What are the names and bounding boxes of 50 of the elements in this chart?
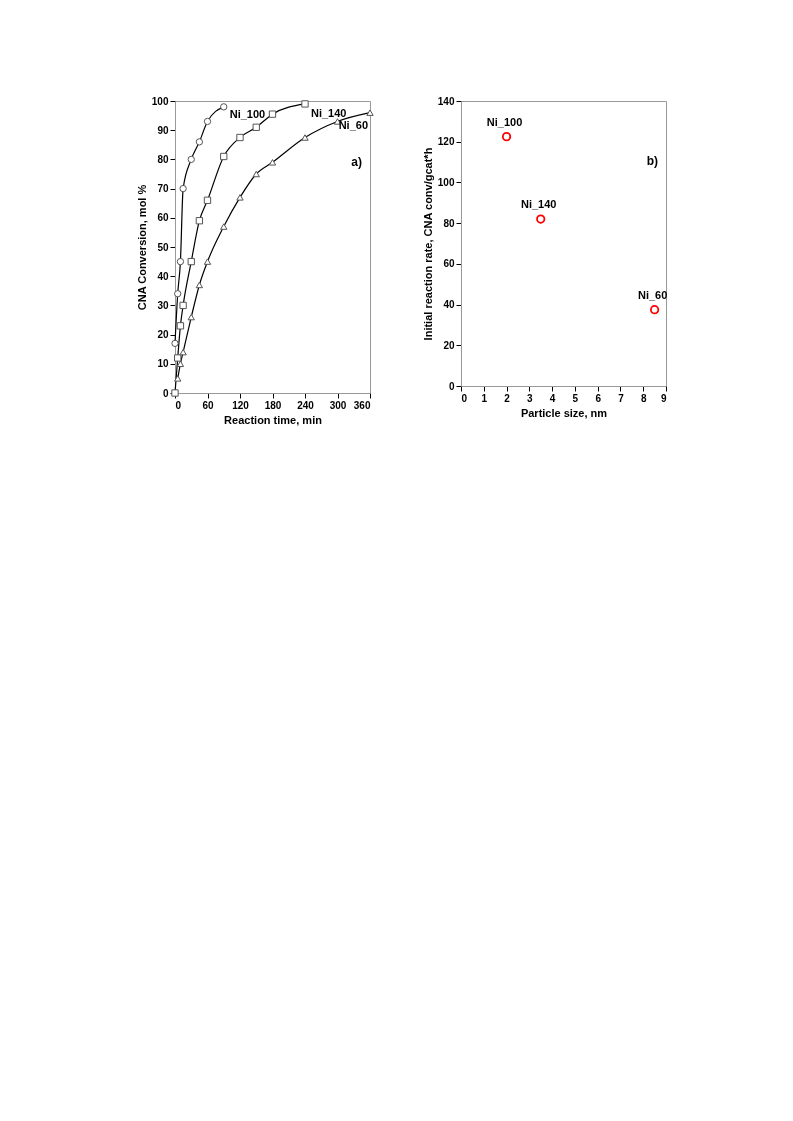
y-tick-label: 60 [157,212,169,224]
y-tick-label: 10 [157,358,169,370]
y-tick-label: 40 [443,299,455,311]
x-tick-label: 0 [461,392,468,404]
y-tick-label: 20 [443,339,455,351]
x-axis-title: Reaction time, min [224,413,323,426]
y-tick-label: 40 [157,270,169,282]
x-tick-label: 9 [660,392,667,404]
y-tick-label: 60 [443,258,455,270]
series-label: Ni_140 [311,106,347,119]
series-label: Ni_60 [338,118,368,131]
y-axis-title: Initial reaction rate, CNA conv/gcat*h [421,147,434,341]
annotation: b) [646,153,658,168]
x-tick-label: 120 [232,399,250,411]
x-tick-label: 240 [297,399,315,411]
y-axis-title: CNA Conversion, mol % [135,184,148,311]
x-tick-label: 5 [572,392,579,404]
x-tick-label: 0 [175,399,182,411]
annotation: Ni_100 [486,115,523,128]
x-tick-label: 60 [202,399,214,411]
y-tick-label: 100 [437,176,455,188]
y-tick-label: 50 [157,241,169,253]
x-tick-label: 1 [481,392,488,404]
point [501,132,512,142]
x-tick-label: 2 [504,392,511,404]
x-axis-title: Particle size, nm [520,406,608,419]
y-tick-label: 100 [151,95,169,107]
y-tick-label: 140 [437,95,455,107]
annotation: Ni_140 [520,198,557,211]
x-tick-label: 3 [527,392,534,404]
y-tick-label: 120 [437,136,455,148]
annotation: Ni_60 [637,288,668,301]
point [536,214,546,224]
x-tick-label: 360 [353,399,371,411]
y-tick-label: 0 [448,380,455,392]
x-tick-label: 300 [329,399,347,411]
x-tick-label: 6 [595,392,602,404]
x-tick-label: 180 [264,399,282,411]
y-tick-label: 80 [443,217,455,229]
y-tick-label: 70 [157,183,169,195]
x-tick-label: 8 [640,392,647,404]
point [650,305,660,315]
y-tick-label: 30 [157,299,169,311]
annotation: a) [351,155,362,170]
y-tick-label: 90 [157,124,169,136]
x-tick-label: 4 [549,392,556,404]
y-tick-label: 20 [157,329,169,341]
series-label: Ni_100 [229,107,266,120]
y-tick-label: 80 [157,153,169,165]
x-tick-label: 7 [618,392,625,404]
